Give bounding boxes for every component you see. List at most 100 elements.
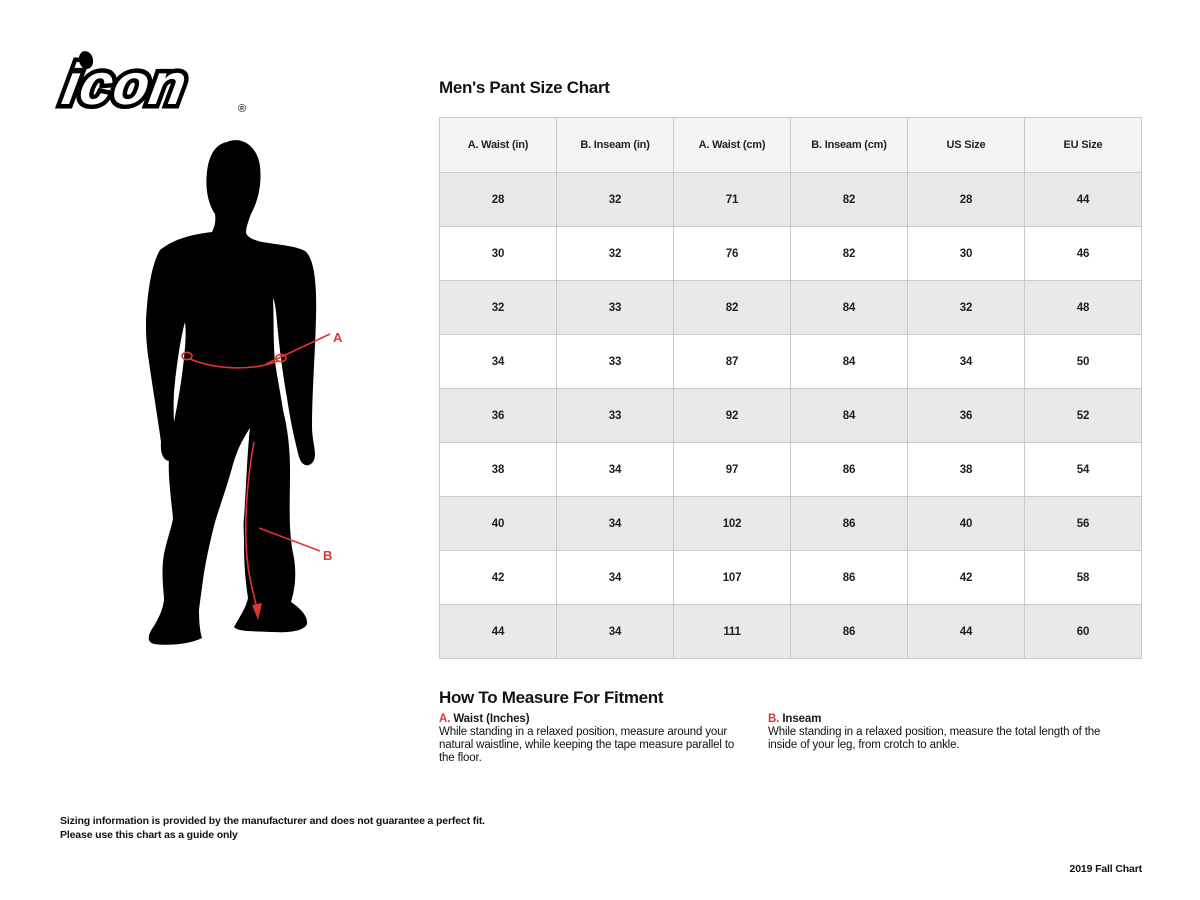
table-cell: 84 xyxy=(790,334,908,389)
table-cell: 34 xyxy=(556,604,674,659)
size-table-header-row: A. Waist (in) B. Inseam (in) A. Waist (cm)… xyxy=(439,117,1142,173)
table-cell: 84 xyxy=(790,388,908,443)
table-row: 40 34 102 86 40 56 xyxy=(439,496,1142,551)
table-cell: 42 xyxy=(907,550,1025,605)
measure-item-inseam-description: While standing in a relaxed position, me… xyxy=(768,726,1101,752)
table-cell: 60 xyxy=(1024,604,1142,659)
table-cell: 86 xyxy=(790,550,908,605)
table-cell: 48 xyxy=(1024,280,1142,335)
column-header: A. Waist (cm) xyxy=(673,117,791,173)
table-cell: 36 xyxy=(439,388,557,443)
waist-measure-line xyxy=(181,333,331,369)
table-cell: 34 xyxy=(556,442,674,497)
table-cell: 58 xyxy=(1024,550,1142,605)
table-cell: 44 xyxy=(1024,172,1142,227)
table-cell: 42 xyxy=(439,550,557,605)
table-cell: 111 xyxy=(673,604,791,659)
size-table-container: A. Waist (in) B. Inseam (in) A. Waist (cm)… xyxy=(439,117,1142,659)
page-title: Men's Pant Size Chart xyxy=(439,78,610,97)
body-silhouette xyxy=(145,140,317,645)
inseam-measure-line xyxy=(244,441,321,609)
label-b: B xyxy=(323,548,332,563)
table-cell: 82 xyxy=(673,280,791,335)
table-cell: 44 xyxy=(907,604,1025,659)
table-cell: 86 xyxy=(790,604,908,659)
table-cell: 33 xyxy=(556,388,674,443)
table-cell: 34 xyxy=(556,496,674,551)
logo-registered-mark: ® xyxy=(238,103,246,115)
table-cell: 38 xyxy=(907,442,1025,497)
icon-logo: icon ® xyxy=(53,48,246,116)
table-cell: 76 xyxy=(673,226,791,281)
measure-item-waist: A. Waist (Inches) While standing in a rel… xyxy=(439,713,741,766)
column-header: US Size xyxy=(907,117,1025,173)
table-row: 28 32 71 82 28 44 xyxy=(439,172,1142,227)
table-cell: 82 xyxy=(790,172,908,227)
table-cell: 82 xyxy=(790,226,908,281)
table-cell: 92 xyxy=(673,388,791,443)
table-cell: 87 xyxy=(673,334,791,389)
table-cell: 28 xyxy=(439,172,557,227)
column-header: EU Size xyxy=(1024,117,1142,173)
table-cell: 97 xyxy=(673,442,791,497)
table-cell: 33 xyxy=(556,280,674,335)
size-table-body: 28 32 71 82 28 44 30 32 76 82 30 46 32 33 82 84 32 48 34 33… xyxy=(439,172,1142,659)
table-cell: 32 xyxy=(439,280,557,335)
table-cell: 30 xyxy=(439,226,557,281)
table-row: 38 34 97 86 38 54 xyxy=(439,442,1142,497)
column-header: B. Inseam (in) xyxy=(556,117,674,173)
measure-item-inseam-label: B. Inseam xyxy=(768,713,1113,725)
inseam-arrowhead xyxy=(252,603,262,620)
table-row: 44 34 111 86 44 60 xyxy=(439,604,1142,659)
table-row: 34 33 87 84 34 50 xyxy=(439,334,1142,389)
table-cell: 56 xyxy=(1024,496,1142,551)
label-a: A xyxy=(333,330,343,345)
measure-item-waist-prefix: A. xyxy=(439,713,451,725)
disclaimer-line-2: Please use this chart as a guide only xyxy=(60,828,238,841)
table-cell: 86 xyxy=(790,496,908,551)
table-cell: 34 xyxy=(556,550,674,605)
disclaimer-line-1: Sizing information is provided by the ma… xyxy=(60,815,485,827)
table-cell: 71 xyxy=(673,172,791,227)
table-cell: 84 xyxy=(790,280,908,335)
table-cell: 32 xyxy=(556,172,674,227)
measure-item-waist-description: While standing in a relaxed position, me… xyxy=(439,726,735,765)
table-cell: 50 xyxy=(1024,334,1142,389)
table-row: 30 32 76 82 30 46 xyxy=(439,226,1142,281)
table-cell: 34 xyxy=(439,334,557,389)
table-row: 36 33 92 84 36 52 xyxy=(439,388,1142,443)
table-cell: 36 xyxy=(907,388,1025,443)
measurement-figure: A B xyxy=(145,140,343,645)
table-cell: 46 xyxy=(1024,226,1142,281)
table-cell: 33 xyxy=(556,334,674,389)
table-cell: 86 xyxy=(790,442,908,497)
measure-item-waist-label: A. Waist (Inches) xyxy=(439,713,741,725)
table-cell: 40 xyxy=(907,496,1025,551)
table-cell: 30 xyxy=(907,226,1025,281)
table-row: 42 34 107 86 42 58 xyxy=(439,550,1142,605)
table-cell: 32 xyxy=(907,280,1025,335)
size-table: A. Waist (in) B. Inseam (in) A. Waist (cm)… xyxy=(439,117,1142,659)
chart-version-label: 2019 Fall Chart xyxy=(1069,863,1143,875)
disclaimer-text: Sizing information is provided by the ma… xyxy=(60,815,485,842)
column-header: B. Inseam (cm) xyxy=(790,117,908,173)
measure-item-waist-title: Waist (Inches) xyxy=(453,713,530,725)
table-cell: 34 xyxy=(907,334,1025,389)
logo-i-dot xyxy=(78,51,94,69)
measure-item-inseam-title: Inseam xyxy=(782,713,822,725)
table-cell: 38 xyxy=(439,442,557,497)
table-cell: 44 xyxy=(439,604,557,659)
logo-text: icon xyxy=(58,52,193,116)
table-cell: 52 xyxy=(1024,388,1142,443)
measure-item-inseam-prefix: B. xyxy=(768,713,780,725)
table-cell: 102 xyxy=(673,496,791,551)
column-header: A. Waist (in) xyxy=(439,117,557,173)
table-cell: 32 xyxy=(556,226,674,281)
measure-section-heading: How To Measure For Fitment xyxy=(439,688,664,707)
table-cell: 28 xyxy=(907,172,1025,227)
table-cell: 107 xyxy=(673,550,791,605)
table-row: 32 33 82 84 32 48 xyxy=(439,280,1142,335)
measure-item-inseam: B. Inseam While standing in a relaxed pos… xyxy=(768,713,1113,752)
table-cell: 54 xyxy=(1024,442,1142,497)
